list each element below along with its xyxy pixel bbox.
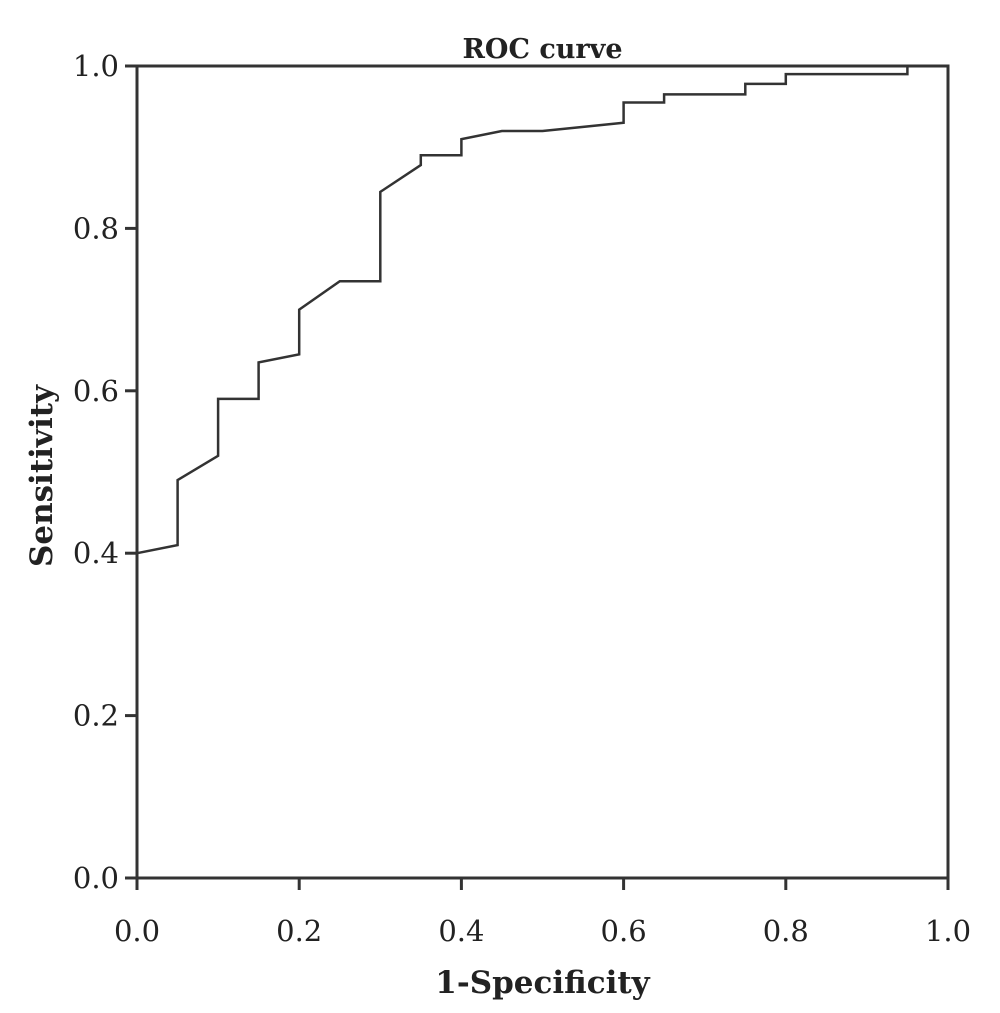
y-axis: 0.0 0.2 0.4 0.6 0.8 1.0: [73, 49, 137, 895]
y-tick-label: 0.2: [73, 699, 119, 733]
y-tick-label: 0.0: [73, 861, 119, 895]
y-tick-label: 1.0: [73, 49, 119, 83]
x-tick-label: 0.4: [438, 914, 484, 948]
x-tick-label: 0.8: [763, 914, 809, 948]
y-tick-label: 0.8: [73, 211, 119, 245]
plot-frame: [135, 64, 950, 880]
x-tick-label: 0.2: [276, 914, 322, 948]
chart-title: ROC curve: [462, 34, 622, 65]
x-axis-title: 1-Specificity: [435, 965, 650, 1001]
x-tick-label: 0.0: [114, 914, 160, 948]
x-axis: 0.0 0.2 0.4 0.6 0.8 1.0: [114, 878, 971, 948]
y-tick-label: 0.6: [73, 374, 119, 408]
x-tick-label: 0.6: [601, 914, 647, 948]
y-axis-title: Sensitivity: [24, 384, 60, 567]
roc-curve-line: [136, 64, 948, 555]
y-tick-label: 0.4: [73, 536, 119, 570]
x-tick-label: 1.0: [925, 914, 971, 948]
